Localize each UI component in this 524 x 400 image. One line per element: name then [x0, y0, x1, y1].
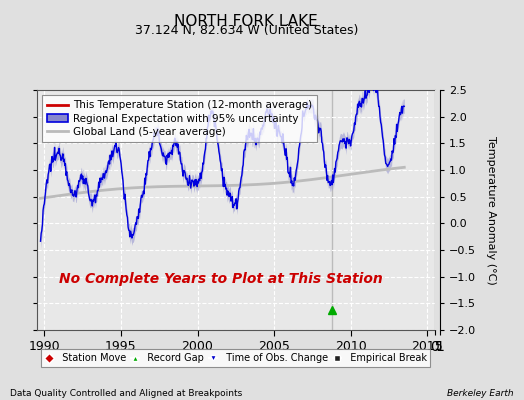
Legend:   Station Move,   Record Gap,   Time of Obs. Change,   Empirical Break: Station Move, Record Gap, Time of Obs. C… [41, 349, 431, 367]
Y-axis label: Temperature Anomaly (°C): Temperature Anomaly (°C) [486, 136, 496, 284]
Text: Data Quality Controlled and Aligned at Breakpoints: Data Quality Controlled and Aligned at B… [10, 389, 243, 398]
Text: NORTH FORK LAKE: NORTH FORK LAKE [174, 14, 318, 29]
Text: Berkeley Earth: Berkeley Earth [447, 389, 514, 398]
Text: No Complete Years to Plot at This Station: No Complete Years to Plot at This Statio… [59, 272, 383, 286]
Text: 37.124 N, 82.634 W (United States): 37.124 N, 82.634 W (United States) [135, 24, 358, 37]
